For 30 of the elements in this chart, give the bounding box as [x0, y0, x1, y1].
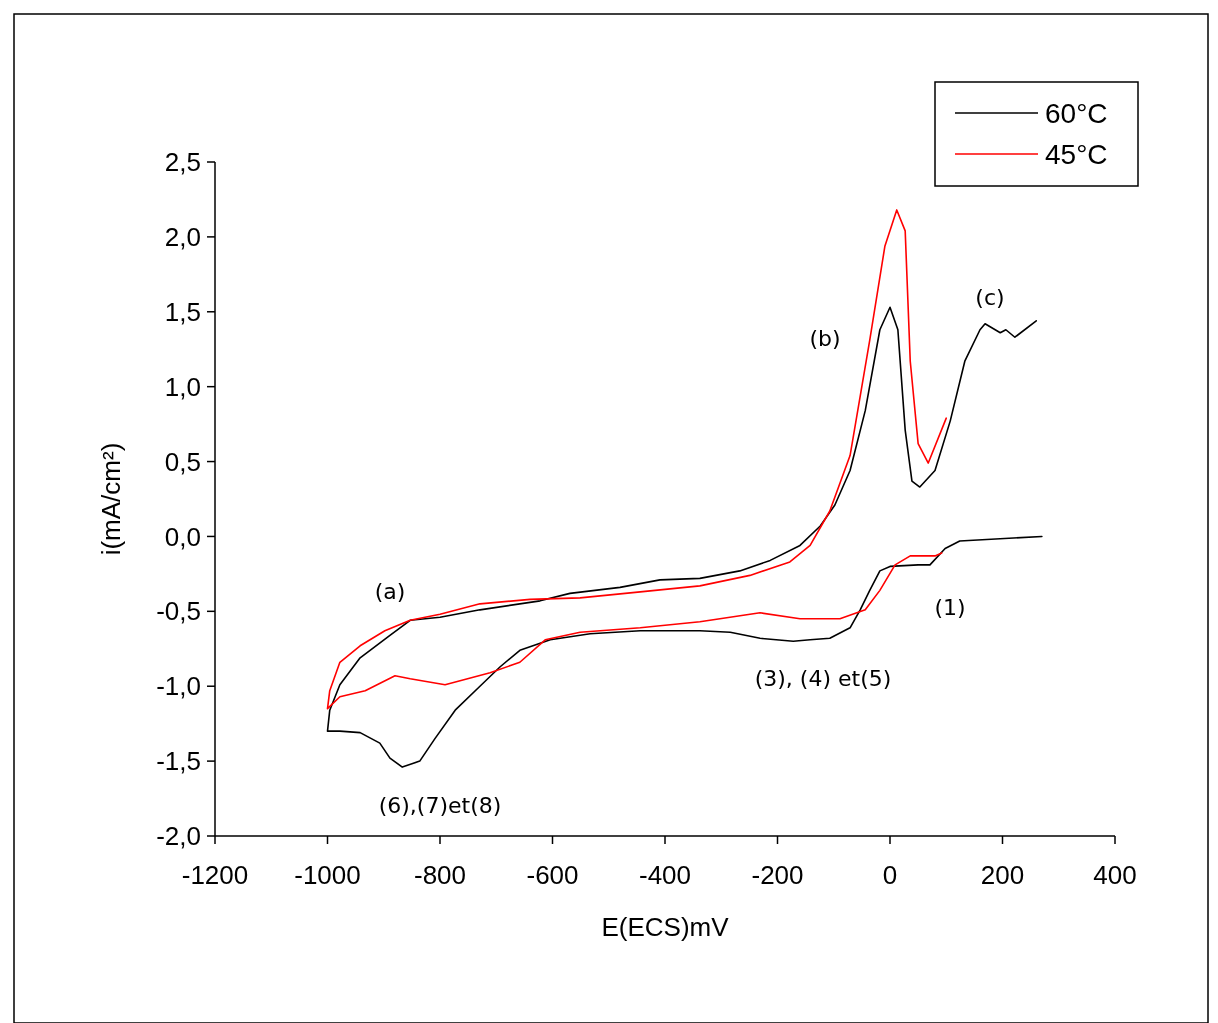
x-tick-label: 0 [882, 860, 898, 890]
y-tick-label: -1,0 [156, 671, 201, 702]
x-tick-label: -400 [638, 860, 692, 890]
y-tick-label: -0,5 [156, 596, 201, 627]
y-tick-label: 0,0 [164, 521, 201, 552]
x-tick-label: -800 [413, 860, 467, 890]
annotation: (1) [934, 594, 966, 620]
annotation: (a) [374, 578, 406, 604]
x-tick-label: 400 [1093, 860, 1137, 890]
x-tick-label: -1200 [181, 860, 249, 890]
y-tick-label: -1,5 [156, 746, 201, 777]
y-axis-title: i(mA/cm²) [96, 442, 126, 556]
y-tick-label: 2,5 [164, 147, 201, 178]
x-axis-title: E(ECS)mV [601, 912, 730, 942]
legend-label: 45°C [1045, 138, 1108, 170]
annotation: (6),(7)et(8) [378, 792, 502, 818]
x-tick-label: -200 [751, 860, 804, 890]
y-tick-label: -2,0 [156, 821, 201, 852]
annotation: (b) [809, 325, 841, 351]
x-tick-label: -600 [526, 860, 579, 890]
y-tick-label: 1,5 [164, 296, 201, 327]
x-tick-label: 200 [980, 860, 1025, 890]
annotation: (3), (4) et(5) [754, 665, 892, 691]
line-series [326, 306, 1043, 768]
y-tick-label: 0,5 [164, 446, 201, 477]
x-tick-label: -1000 [294, 860, 361, 890]
y-tick-label: 1,0 [164, 371, 201, 402]
legend-label: 60°C [1045, 97, 1108, 129]
annotation: (c) [975, 284, 1005, 310]
y-tick-label: 2,0 [164, 221, 201, 252]
